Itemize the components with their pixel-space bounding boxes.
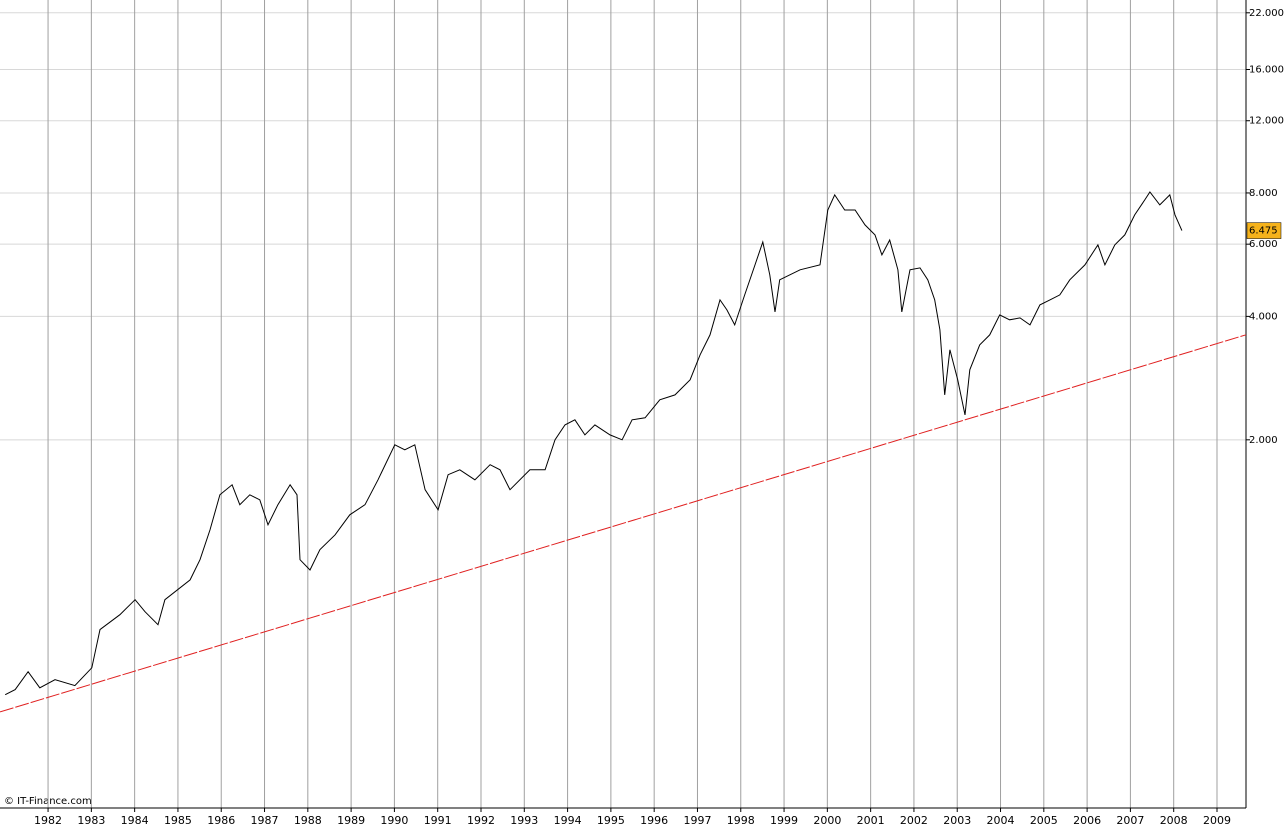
x-tick-label: 1992 <box>467 814 495 827</box>
x-tick-label: 1998 <box>727 814 755 827</box>
y-tick-label: 22.000 <box>1249 8 1284 19</box>
x-tick-label: 1993 <box>510 814 538 827</box>
current-value-label: 6.475 <box>1249 226 1278 237</box>
x-tick-label: 2004 <box>987 814 1015 827</box>
x-tick-label: 2003 <box>943 814 971 827</box>
x-tick-label: 1999 <box>770 814 798 827</box>
x-tick-label: 1989 <box>337 814 365 827</box>
x-tick-label: 1986 <box>207 814 235 827</box>
y-tick-label: 4.000 <box>1249 311 1278 322</box>
x-tick-label: 2007 <box>1116 814 1144 827</box>
x-tick-label: 2005 <box>1030 814 1058 827</box>
x-tick-label: 1990 <box>380 814 408 827</box>
y-tick-label: 2.000 <box>1249 435 1278 446</box>
trend-line <box>0 334 1247 713</box>
x-tick-label: 1983 <box>77 814 105 827</box>
x-tick-label: 2001 <box>857 814 885 827</box>
y-tick-label: 6.000 <box>1249 239 1278 250</box>
x-tick-label: 2000 <box>813 814 841 827</box>
x-tick-label: 1996 <box>640 814 668 827</box>
y-tick-label: 8.000 <box>1249 188 1278 199</box>
x-tick-label: 1987 <box>251 814 279 827</box>
x-tick-label: 1997 <box>683 814 711 827</box>
x-tick-label: 1985 <box>164 814 192 827</box>
x-tick-label: 1991 <box>424 814 452 827</box>
x-tick-label: 1995 <box>597 814 625 827</box>
x-tick-label: 2002 <box>900 814 928 827</box>
x-tick-label: 1984 <box>121 814 149 827</box>
y-tick-label: 16.000 <box>1249 65 1284 76</box>
y-tick-label: 12.000 <box>1249 116 1284 127</box>
x-tick-label: 1994 <box>554 814 582 827</box>
x-tick-label: 2008 <box>1160 814 1188 827</box>
x-tick-label: 2006 <box>1073 814 1101 827</box>
x-tick-label: 1988 <box>294 814 322 827</box>
current-value-box <box>1246 222 1282 239</box>
price-line <box>4 191 1183 696</box>
x-tick-label: 2009 <box>1203 814 1231 827</box>
x-tick-label: 1982 <box>34 814 62 827</box>
